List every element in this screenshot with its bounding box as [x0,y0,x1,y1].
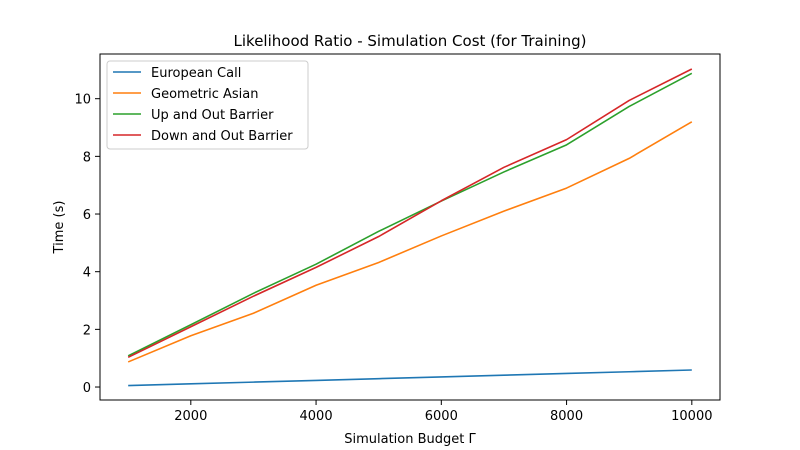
legend: European Call Geometric Asian Up and Out B… [106,60,309,150]
chart-title: Likelihood Ratio - Simulation Cost (for … [234,32,587,50]
legend-label: Down and Out Barrier [151,129,293,144]
legend-box [106,60,309,150]
x-tick-label: 4000 [300,409,333,424]
series-line-1 [127,121,693,363]
y-tick-label: 10 [74,93,91,108]
y-tick-label: 6 [83,208,91,223]
y-tick-label: 0 [83,381,91,396]
y-tick-label: 4 [83,266,91,281]
x-tick-label: 2000 [174,409,207,424]
x-tick-label: 8000 [550,409,583,424]
legend-label: European Call [151,66,241,81]
legend-label: Up and Out Barrier [151,108,274,123]
series-line-2 [127,72,693,357]
plot-area [127,68,693,387]
x-axis-label: Simulation Budget Γ [344,432,476,447]
y-axis: 0 2 4 6 8 10 [74,93,100,396]
x-tick-label: 10000 [671,409,712,424]
series-line-0 [128,369,692,387]
legend-label: Geometric Asian [151,87,259,102]
y-axis-label: Time (s) [52,201,67,255]
series-line-3 [127,68,693,359]
x-tick-label: 6000 [425,409,458,424]
y-tick-label: 8 [83,150,91,165]
y-tick-label: 2 [83,323,91,338]
axes-frame [99,53,721,401]
x-axis: 2000 4000 6000 8000 10000 [174,400,712,424]
